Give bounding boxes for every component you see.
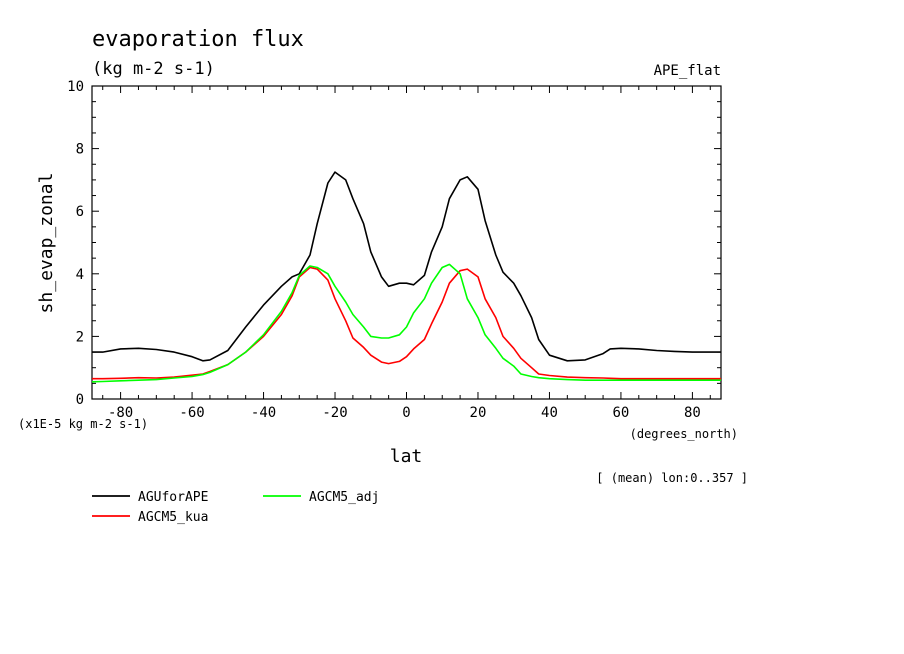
y-tick-label: 4 (76, 267, 84, 283)
footnote: [ (mean) lon:0..357 ] (596, 471, 748, 485)
experiment-tag: APE_flat (654, 63, 721, 79)
y-tick-label: 2 (76, 329, 84, 345)
series-line-AGCM5_kua (92, 266, 721, 380)
x-tick-label: 80 (684, 405, 701, 421)
x-tick-label: 40 (541, 405, 558, 421)
x-tick-label: -80 (108, 405, 133, 421)
chart-subtitle: (kg m-2 s-1) (92, 59, 215, 79)
y-tick-label: 10 (67, 79, 84, 95)
legend: AGUforAPE AGCM5_kua AGCM5_adj (92, 490, 379, 525)
legend-label-AGCM5_adj: AGCM5_adj (309, 490, 379, 505)
series-line-AGUforAPE (92, 171, 721, 362)
plot-frame (91, 85, 722, 400)
chart-title: evaporation flux (92, 27, 304, 52)
x-tick-label: -60 (179, 405, 204, 421)
x-tick-label: -40 (251, 405, 276, 421)
legend-label-AGUforAPE: AGUforAPE (138, 490, 208, 505)
x-axis-units: (degrees_north) (630, 427, 738, 441)
series-line-AGCM5_adj (91, 263, 721, 383)
y-axis-label: sh_evap_zonal (36, 173, 57, 314)
y-tick-label: 0 (76, 392, 84, 408)
x-tick-label: 0 (402, 405, 410, 421)
x-axis-label: lat (390, 446, 423, 467)
series-layer (91, 171, 721, 383)
y-scale-note: (x1E-5 kg m-2 s-1) (18, 417, 148, 431)
legend-label-AGCM5_kua: AGCM5_kua (138, 510, 208, 525)
x-axis-ticks: -80 -60 -40 -20 0 20 40 60 80 (102, 86, 711, 421)
x-tick-label: 60 (613, 405, 630, 421)
y-axis-ticks: 0 2 4 6 8 10 (67, 79, 721, 408)
plot-border (91, 85, 722, 400)
x-tick-label: -20 (322, 405, 347, 421)
y-tick-label: 8 (76, 142, 84, 158)
x-tick-label: 20 (470, 405, 487, 421)
y-tick-label: 6 (76, 204, 84, 220)
